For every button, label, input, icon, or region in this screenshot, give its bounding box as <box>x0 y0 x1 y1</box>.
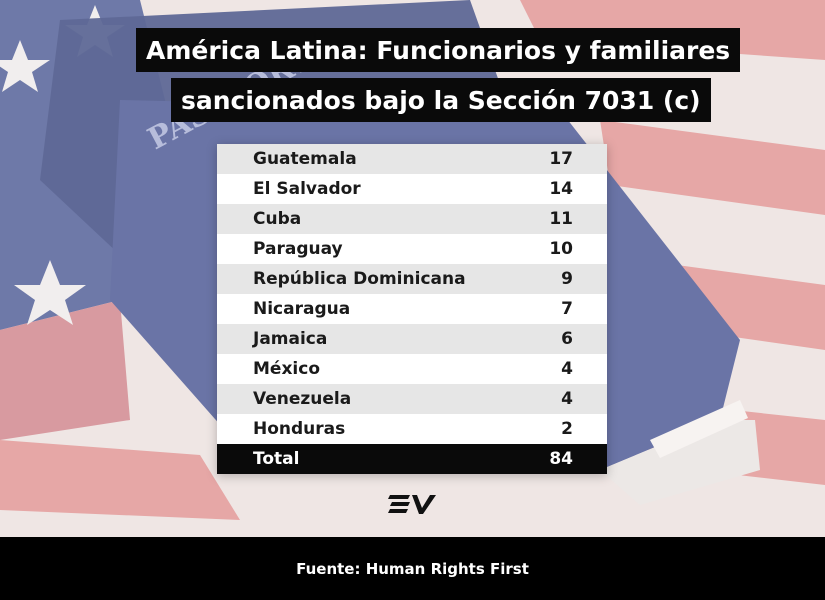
chart-title-line-1: América Latina: Funcionarios y familiare… <box>136 28 741 72</box>
country-label: Paraguay <box>253 239 343 259</box>
sanction-count: 4 <box>561 359 573 379</box>
country-label: Cuba <box>253 209 302 229</box>
table-row: República Dominicana 9 <box>217 264 607 294</box>
table-row: El Salvador 14 <box>217 174 607 204</box>
sanction-count: 6 <box>561 329 573 349</box>
chart-title-line-2: sancionados bajo la Sección 7031 (c) <box>171 78 711 122</box>
table-row: Nicaragua 7 <box>217 294 607 324</box>
source-text: Fuente: Human Rights First <box>296 559 529 578</box>
country-label: Venezuela <box>253 389 352 409</box>
table-row: México 4 <box>217 354 607 384</box>
table-row: Jamaica 6 <box>217 324 607 354</box>
sanction-count: 10 <box>549 239 573 259</box>
total-value: 84 <box>549 449 573 469</box>
table-row: Honduras 2 <box>217 414 607 444</box>
sanction-count: 9 <box>561 269 573 289</box>
country-label: Guatemala <box>253 149 357 169</box>
country-label: Jamaica <box>253 329 328 349</box>
country-label: México <box>253 359 320 379</box>
table-row: Venezuela 4 <box>217 384 607 414</box>
country-label: Nicaragua <box>253 299 351 319</box>
total-label: Total <box>253 449 300 469</box>
sanction-count: 17 <box>549 149 573 169</box>
ecuavisa-logo <box>388 495 436 514</box>
table-row: Paraguay 10 <box>217 234 607 264</box>
sanction-count: 4 <box>561 389 573 409</box>
sanction-count: 2 <box>561 419 573 439</box>
country-label: El Salvador <box>253 179 361 199</box>
sanction-count: 14 <box>549 179 573 199</box>
table-row: Cuba 11 <box>217 204 607 234</box>
table-row: Guatemala 17 <box>217 144 607 174</box>
country-label: Honduras <box>253 419 346 439</box>
country-label: República Dominicana <box>253 269 466 289</box>
source-footer: Fuente: Human Rights First <box>0 537 825 600</box>
total-row: Total 84 <box>217 444 607 474</box>
sanction-count: 7 <box>561 299 573 319</box>
sanction-count: 11 <box>549 209 573 229</box>
sanctions-table: Guatemala 17 El Salvador 14 Cuba 11 Paraguay 10… <box>217 144 607 474</box>
